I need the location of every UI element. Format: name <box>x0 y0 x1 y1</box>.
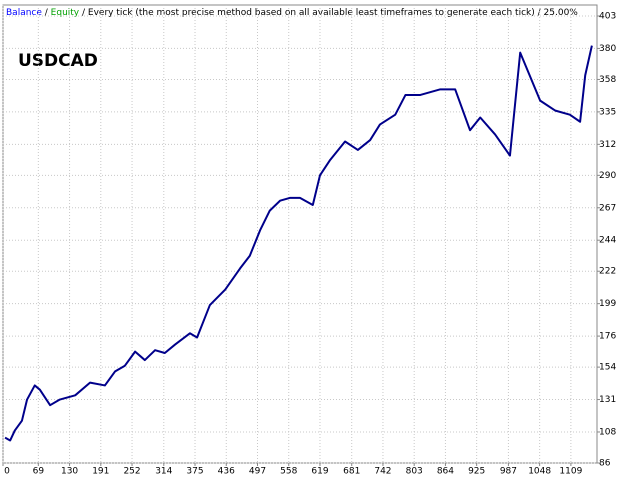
plot-frame <box>2 4 598 464</box>
x-tick-label: 1109 <box>559 467 582 477</box>
y-tick-label: 108 <box>599 427 616 437</box>
x-tick-label: 252 <box>123 467 140 477</box>
y-tick-label: 244 <box>599 236 616 246</box>
x-tick-label: 1048 <box>528 467 551 477</box>
x-tick-label: 130 <box>61 467 78 477</box>
header-item: Every tick (the most precise method base… <box>88 8 535 18</box>
y-tick-label: 380 <box>599 44 616 54</box>
y-tick-label: 335 <box>599 107 616 117</box>
y-tick-label: 222 <box>599 267 616 277</box>
y-tick-label: 154 <box>599 363 616 373</box>
y-tick-label: 290 <box>599 171 616 181</box>
x-tick-label: 558 <box>280 467 297 477</box>
symbol-label: USDCAD <box>18 51 98 71</box>
x-tick-label: 803 <box>406 467 423 477</box>
balance-line <box>4 45 593 442</box>
x-tick-label: 314 <box>155 467 172 477</box>
x-tick-label: 619 <box>311 467 328 477</box>
y-tick-label: 176 <box>599 332 616 342</box>
header-item: 25.00% <box>544 8 579 18</box>
header-item: Equity <box>51 8 80 18</box>
x-tick-label: 69 <box>33 467 45 477</box>
x-tick-label: 436 <box>218 467 235 477</box>
x-tick-label: 191 <box>92 467 109 477</box>
y-tick-label: 267 <box>599 203 616 213</box>
x-tick-label: 987 <box>500 467 517 477</box>
x-tick-label: 497 <box>249 467 266 477</box>
x-tick-label: 925 <box>468 467 485 477</box>
separator: / <box>42 8 51 18</box>
separator: / <box>79 8 88 18</box>
y-tick-label: 358 <box>599 75 616 85</box>
separator: / <box>535 8 544 18</box>
y-tick-label: 86 <box>599 459 611 469</box>
x-tick-label: 375 <box>186 467 203 477</box>
x-tick-label: 864 <box>437 467 454 477</box>
y-tick-label: 131 <box>599 395 616 405</box>
y-tick-label: 199 <box>599 299 616 309</box>
x-tick-label: 0 <box>4 467 10 477</box>
x-tick-label: 742 <box>374 467 391 477</box>
y-tick-label: 403 <box>599 12 616 22</box>
x-tick-label: 681 <box>343 467 360 477</box>
y-tick-label: 312 <box>599 140 616 150</box>
header-item: Balance <box>6 8 42 18</box>
header: Balance / Equity / Every tick (the most … <box>6 8 578 18</box>
